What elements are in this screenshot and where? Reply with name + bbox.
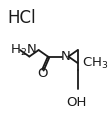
Text: OH: OH	[66, 96, 86, 109]
Text: H$_2$N: H$_2$N	[10, 43, 37, 58]
Text: N: N	[60, 50, 70, 63]
Text: HCl: HCl	[7, 9, 36, 27]
Text: O: O	[37, 67, 47, 80]
Text: CH$_3$: CH$_3$	[82, 56, 109, 71]
